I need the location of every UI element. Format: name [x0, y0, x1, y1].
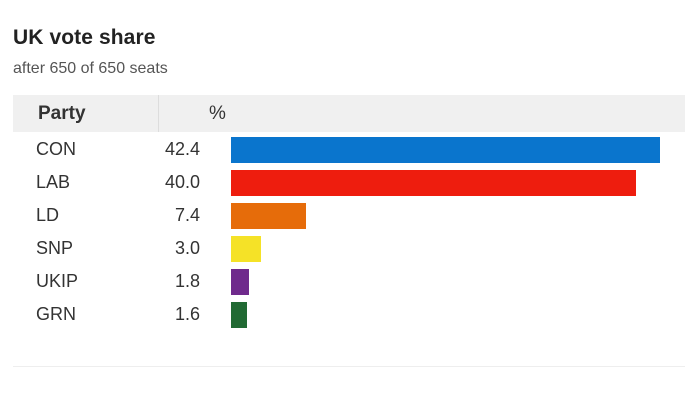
value-label: 1.8 — [174, 271, 200, 291]
bar-row: CON 42.4 — [0, 135, 699, 168]
bar — [231, 302, 247, 328]
bar — [231, 137, 660, 163]
bar — [231, 170, 636, 196]
value-label: 3.0 — [174, 238, 200, 258]
bar-row: UKIP 1.8 — [0, 267, 699, 300]
percent-column-header: % — [209, 103, 226, 124]
bar — [231, 203, 306, 229]
party-label: CON — [36, 139, 76, 159]
party-label: UKIP — [36, 271, 79, 291]
value-label: 7.4 — [174, 205, 200, 225]
party-label: SNP — [36, 238, 74, 258]
value-label: 42.4 — [164, 139, 200, 159]
bar — [231, 236, 261, 262]
table-header: Party % — [13, 95, 685, 132]
header-divider — [158, 95, 159, 132]
bar — [231, 269, 249, 295]
bar-row: LD 7.4 — [0, 201, 699, 234]
chart-title: UK vote share — [13, 26, 156, 49]
party-column-header: Party — [38, 103, 86, 124]
party-label: LD — [36, 205, 60, 225]
chart-subtitle: after 650 of 650 seats — [13, 60, 168, 77]
party-label: GRN — [36, 304, 76, 324]
value-label: 40.0 — [164, 172, 200, 192]
bottom-divider — [13, 366, 685, 367]
bar-row: SNP 3.0 — [0, 234, 699, 267]
bar-row: GRN 1.6 — [0, 300, 699, 333]
bar-row: LAB 40.0 — [0, 168, 699, 201]
party-label: LAB — [36, 172, 71, 192]
value-label: 1.6 — [174, 304, 200, 324]
